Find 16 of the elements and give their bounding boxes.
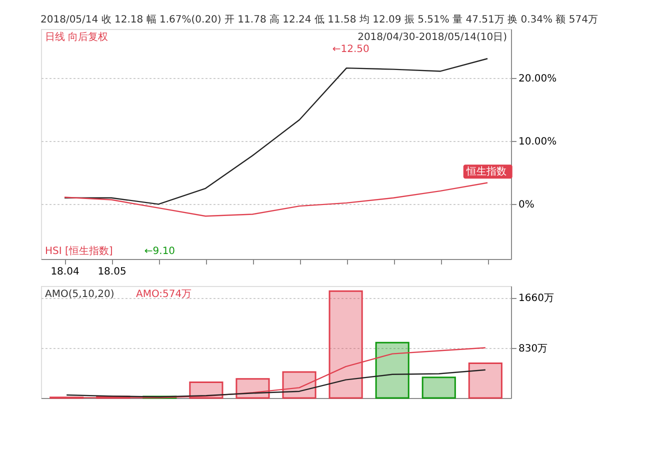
y-tick-label: 10.00% (518, 136, 557, 148)
annotation: ←12.50 (332, 44, 370, 55)
annotation: AMO(5,10,20) (45, 289, 114, 300)
text: HSI [恒生指数] (45, 245, 113, 257)
y-tick-label: 0% (518, 200, 534, 211)
y-tick-label: 830万 (518, 343, 548, 354)
chart-title: 2018/05/14 收 12.18 幅 1.67%(0.20) 开 11.78 高 12.24 低 11.58 均 12.09 振 5.51% 量 47.51万 换 0.34% 额 574万 (40, 14, 598, 26)
chart-subtitle: 日线 向后复权 (45, 31, 108, 43)
y-tick-label: 20.00% (518, 74, 557, 85)
annotation: 2018/04/30-2018/05/14(10日) (358, 32, 508, 43)
y-tick-label: 1660万 (518, 293, 554, 304)
x-tick-label: 18.05 (98, 266, 126, 278)
annotation: ←9.10 (144, 246, 176, 257)
x-tick-label: 18.04 (50, 266, 80, 278)
annotation: AMO:574万 (136, 289, 192, 300)
annotation: 恒生指数 (465, 166, 506, 178)
